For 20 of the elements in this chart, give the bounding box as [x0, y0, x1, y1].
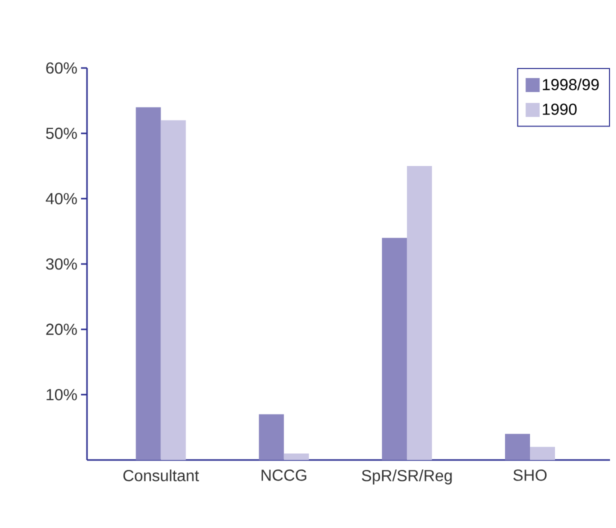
bar: [406, 166, 432, 460]
y-tick-label: 10%: [46, 389, 77, 400]
x-tick-label: Consultant: [123, 470, 199, 482]
y-tick-label: 40%: [46, 193, 77, 204]
x-tick-label: NCCG: [262, 470, 306, 481]
bar: [136, 107, 161, 460]
legend-label: 1990: [542, 104, 577, 115]
y-tick-label: 60%: [46, 62, 77, 74]
y-tick-label: 30%: [46, 258, 77, 270]
y-tick-label: 20%: [46, 324, 77, 335]
bar: [284, 453, 309, 460]
legend-label: 1998/99: [542, 78, 599, 90]
y-tick-label: 50%: [46, 128, 77, 139]
x-tick-label: SpR/SR/Reg: [362, 470, 452, 484]
bar: [505, 434, 530, 460]
bar: [382, 238, 407, 460]
bar: [258, 414, 284, 460]
bar: [530, 446, 556, 460]
x-tick-label: SHO: [513, 470, 547, 481]
bar: [160, 120, 186, 460]
